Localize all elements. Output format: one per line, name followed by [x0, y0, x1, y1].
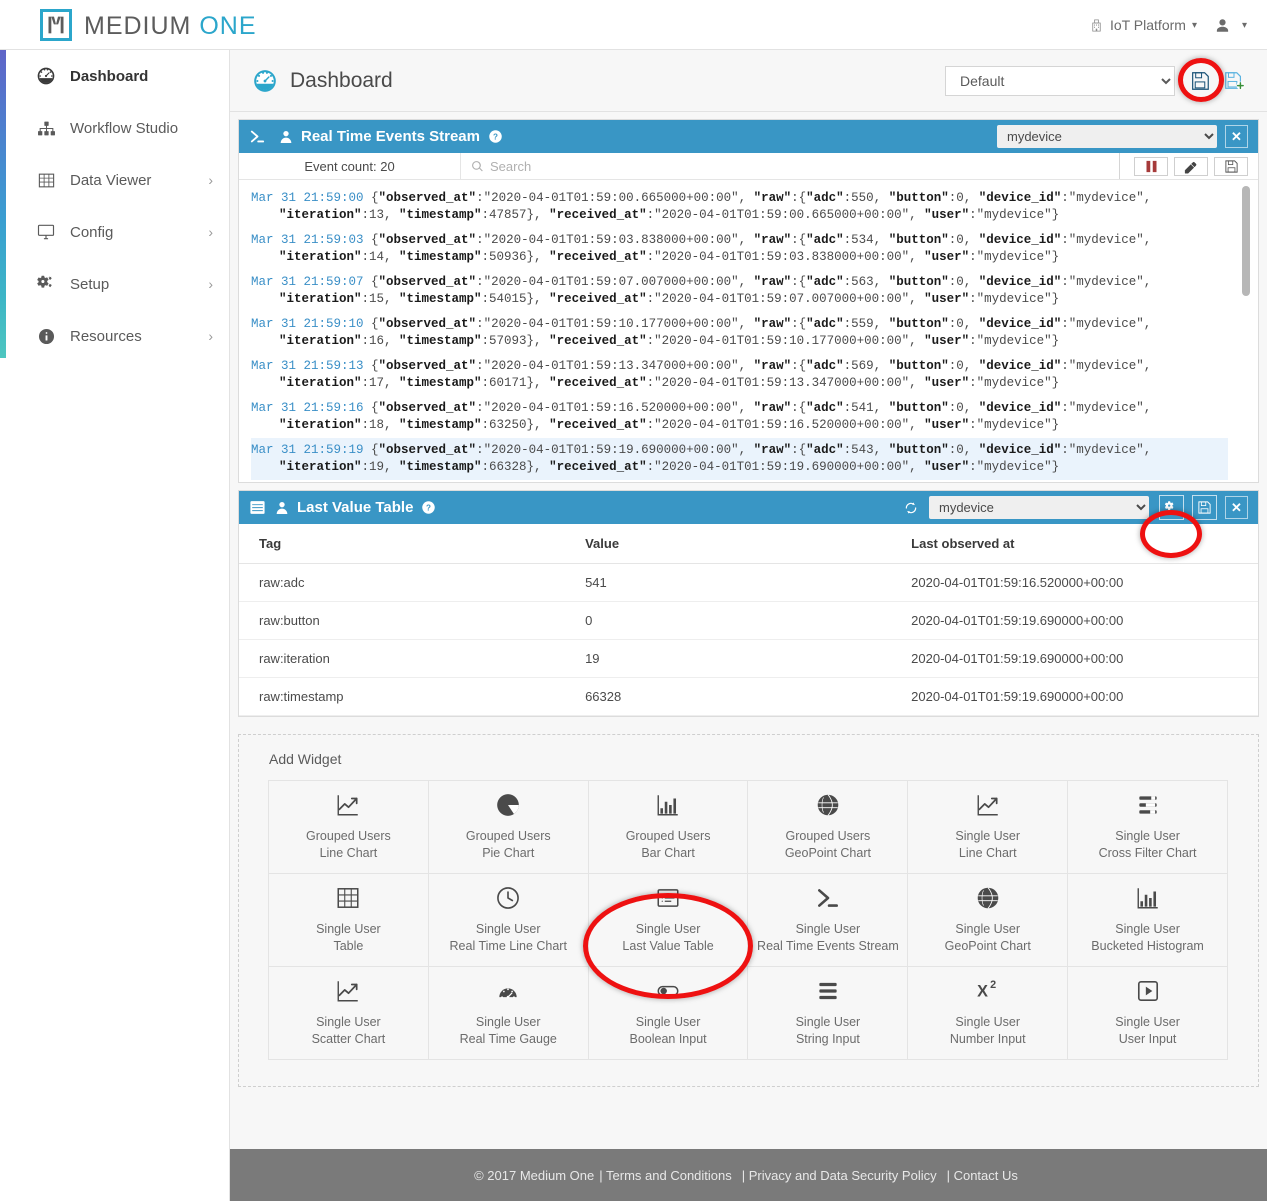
svg-text:2: 2: [990, 979, 996, 991]
svg-text:?: ?: [426, 503, 431, 512]
svg-text:X: X: [977, 982, 988, 1000]
svg-text:?: ?: [493, 132, 498, 141]
